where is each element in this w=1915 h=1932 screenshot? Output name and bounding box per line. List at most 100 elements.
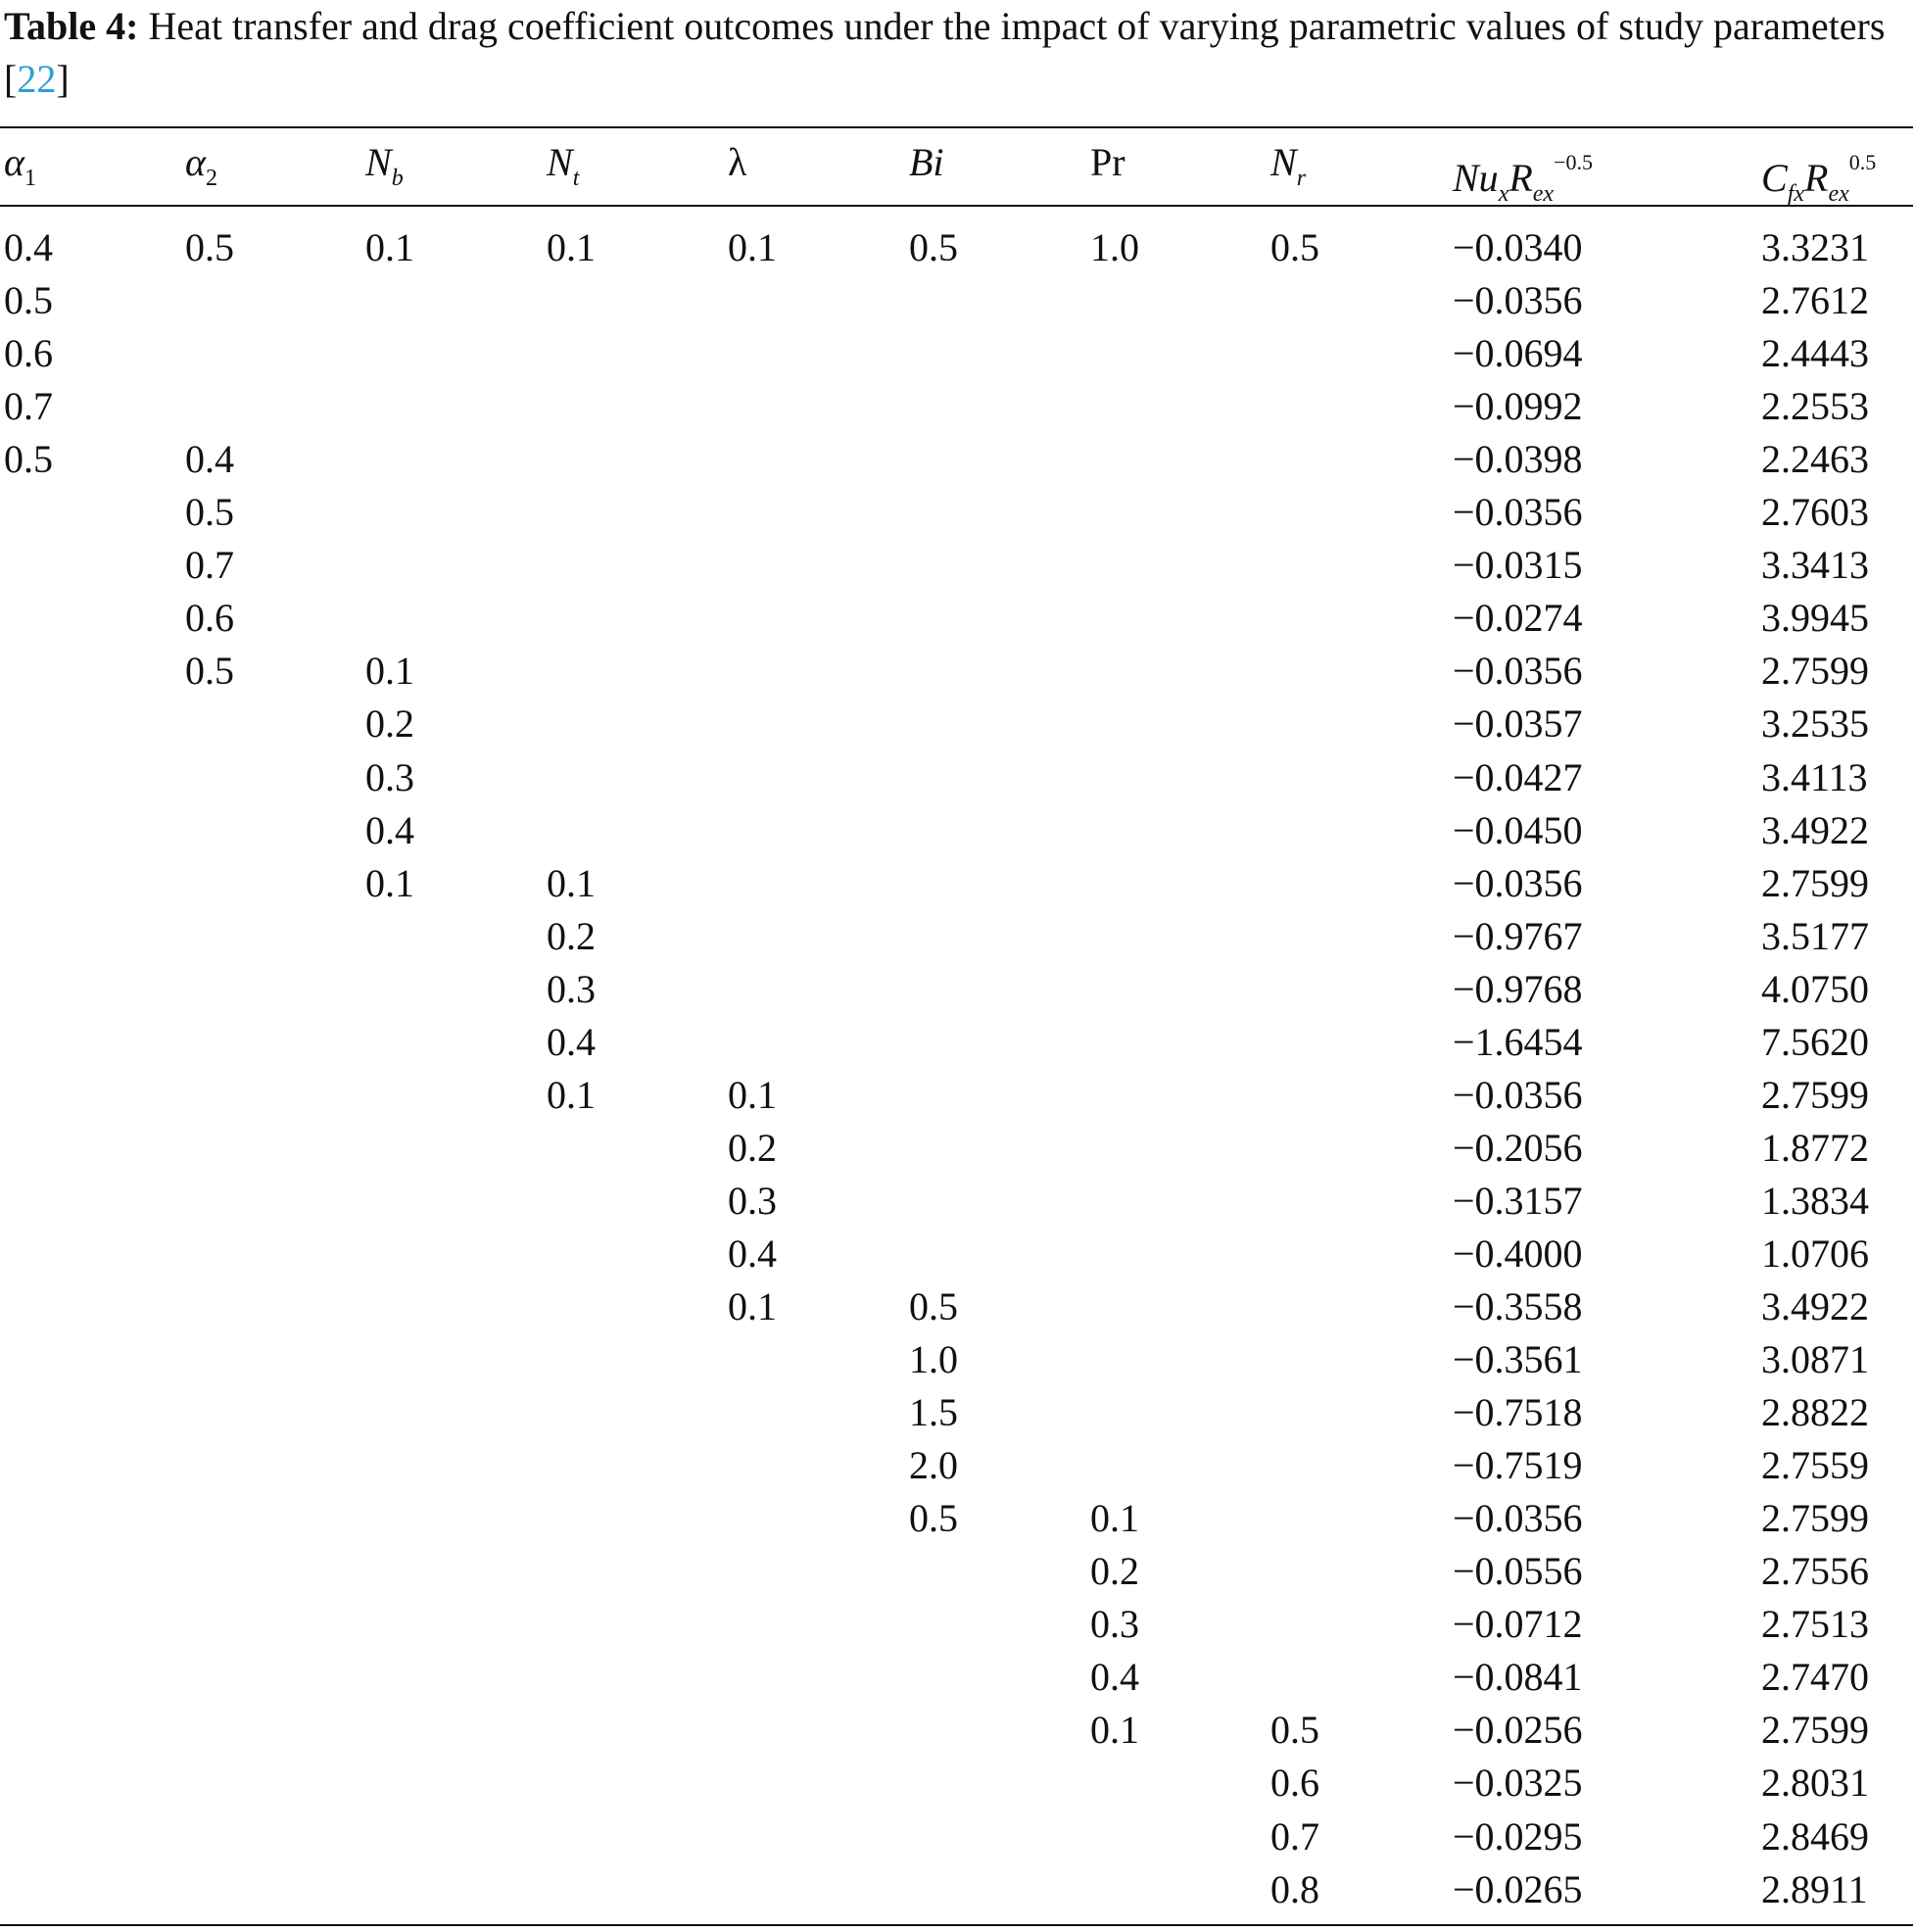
table-cell: 3.5177 — [1761, 913, 1869, 958]
table-cell: 0.7 — [4, 384, 53, 429]
bottom-rule — [0, 1924, 1913, 1926]
table-cell: 3.4113 — [1761, 754, 1868, 799]
header-part: α — [185, 140, 206, 184]
header-part: λ — [728, 140, 747, 184]
table-cell: 1.3834 — [1761, 1178, 1869, 1223]
table-cell: 0.5 — [909, 1284, 958, 1328]
table-cell: 0.5 — [909, 225, 958, 269]
table-cell: −0.9768 — [1453, 966, 1583, 1011]
table-cell: 0.1 — [547, 225, 596, 269]
header-part: ex — [1532, 181, 1555, 207]
table-cell: 1.5 — [909, 1390, 958, 1435]
table-cell: 3.4922 — [1761, 1284, 1869, 1328]
table-cell: 0.1 — [728, 225, 777, 269]
header-cell: Nb — [365, 136, 404, 205]
table-cell: 0.4 — [547, 1019, 596, 1064]
table-cell: −0.0356 — [1453, 649, 1583, 694]
table-cell: 0.5 — [1270, 225, 1319, 269]
table-cell: 2.7559 — [1761, 1443, 1869, 1488]
header-cell: α1 — [4, 136, 36, 205]
table-cell: 2.8911 — [1761, 1866, 1868, 1911]
caption-ref[interactable]: 22 — [17, 57, 57, 101]
table-cell: 0.1 — [365, 225, 414, 269]
caption-text: Heat transfer and drag coefficient outco… — [4, 4, 1886, 101]
table-cell: −0.2056 — [1453, 1125, 1583, 1170]
table-cell: 0.3 — [547, 966, 596, 1011]
table-cell: 2.7599 — [1761, 649, 1869, 694]
table-cell: −0.4000 — [1453, 1231, 1583, 1276]
table-cell: 0.5 — [1270, 1708, 1319, 1753]
table-cell: 0.2 — [365, 701, 414, 747]
table-cell: 0.1 — [365, 649, 414, 694]
table-cell: 0.5 — [4, 278, 53, 323]
table-cell: 0.2 — [728, 1125, 777, 1170]
table-cell: 1.8772 — [1761, 1125, 1869, 1170]
header-cell: CfxRex 0.5 — [1761, 136, 1876, 220]
table-cell: −0.0427 — [1453, 754, 1583, 799]
table-cell: −0.0992 — [1453, 384, 1583, 429]
header-part: R — [1804, 156, 1829, 200]
header-part: Bi — [909, 140, 944, 184]
table-cell: −0.0450 — [1453, 807, 1583, 852]
table-cell: 0.5 — [4, 437, 53, 482]
table-cell: −0.0712 — [1453, 1602, 1583, 1647]
table-cell: −0.0841 — [1453, 1655, 1583, 1700]
table-cell: 2.4443 — [1761, 331, 1869, 376]
table-cell: 0.4 — [365, 807, 414, 852]
header-cell: Nr — [1270, 136, 1306, 205]
table-cell: −0.7519 — [1453, 1443, 1583, 1488]
header-part: Pr — [1090, 140, 1125, 184]
header-part: N — [1270, 140, 1297, 184]
table-cell: 0.4 — [728, 1231, 777, 1276]
table-cell: 0.4 — [4, 225, 53, 269]
header-part: x — [1498, 181, 1509, 207]
table-cell: 0.3 — [365, 754, 414, 799]
table-cell: 2.8469 — [1761, 1813, 1869, 1859]
table-cell: 0.5 — [185, 490, 234, 535]
table-cell: 4.0750 — [1761, 966, 1869, 1011]
table-cell: 0.7 — [1270, 1813, 1319, 1859]
header-part: fx — [1787, 181, 1805, 207]
table-cell: 1.0706 — [1761, 1231, 1869, 1276]
table-cell: −0.0274 — [1453, 596, 1583, 641]
table-cell: 3.3231 — [1761, 225, 1869, 269]
table-cell: 2.7470 — [1761, 1655, 1869, 1700]
table-cell: 2.8031 — [1761, 1761, 1869, 1806]
table-cell: 0.6 — [4, 331, 53, 376]
table-cell: 2.7556 — [1761, 1549, 1869, 1594]
table-cell: 0.7 — [185, 543, 234, 588]
header-part: 2 — [206, 166, 217, 191]
header-part: N — [547, 140, 573, 184]
table-cell: −0.0356 — [1453, 278, 1583, 323]
header-part: t — [572, 166, 580, 191]
table-cell: 2.7599 — [1761, 1708, 1869, 1753]
table-cell: −0.3561 — [1453, 1337, 1583, 1382]
table-cell: 2.7612 — [1761, 278, 1869, 323]
table-cell: 0.1 — [728, 1284, 777, 1328]
table-cell: 0.4 — [185, 437, 234, 482]
caption-end: ] — [56, 57, 70, 101]
table-cell: −0.0295 — [1453, 1813, 1583, 1859]
table-cell: 1.0 — [1090, 225, 1139, 269]
table-cell: 2.2553 — [1761, 384, 1869, 429]
table-cell: 0.1 — [728, 1072, 777, 1117]
caption-label: Table 4: — [4, 4, 139, 48]
table-caption: Table 4: Heat transfer and drag coeffici… — [4, 0, 1909, 106]
header-part: r — [1296, 166, 1307, 191]
table-cell: −0.0356 — [1453, 490, 1583, 535]
header-part: b — [391, 166, 404, 191]
table-cell: −0.3558 — [1453, 1284, 1583, 1328]
table-cell: 0.3 — [1090, 1602, 1139, 1647]
table-cell: 2.7603 — [1761, 490, 1869, 535]
header-cell: λ — [728, 136, 746, 189]
table-cell: 0.3 — [728, 1178, 777, 1223]
table-cell: 3.0871 — [1761, 1337, 1869, 1382]
header-cell: Nt — [547, 136, 579, 205]
table-cell: 2.8822 — [1761, 1390, 1869, 1435]
table-cell: −0.0556 — [1453, 1549, 1583, 1594]
header-part: 1 — [24, 166, 36, 191]
table-cell: −0.0325 — [1453, 1761, 1583, 1806]
table-cell: 0.1 — [1090, 1708, 1139, 1753]
table-cell: 0.6 — [1270, 1761, 1319, 1806]
table-cell: −0.0315 — [1453, 543, 1583, 588]
